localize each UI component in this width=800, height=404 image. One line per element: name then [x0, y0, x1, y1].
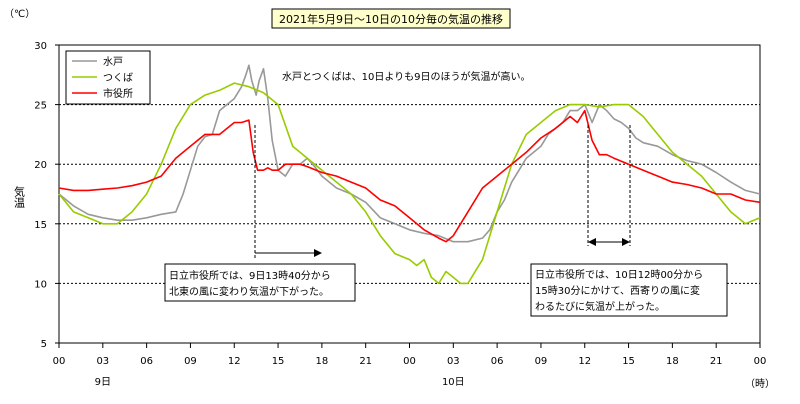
- arrowhead-9th: [314, 249, 322, 257]
- x-tick-label: 00: [754, 356, 767, 367]
- x-tick-label: 12: [228, 356, 241, 367]
- x-tick-label: 09: [184, 356, 197, 367]
- day-label-9: 9日: [95, 377, 111, 388]
- y-axis-label: 気温: [13, 185, 26, 208]
- annotation-right-line2: 15時30分にかけて、西寄りの風に変: [535, 284, 700, 297]
- y-tick-label: 5: [41, 339, 47, 350]
- title-box: [271, 8, 511, 29]
- annotation-top: 水戸とつくばは、10日よりも9日のほうが気温が高い。: [282, 70, 531, 83]
- series-line-tsukuba: [58, 82, 761, 285]
- x-tick-label: 15: [622, 356, 635, 367]
- y-tick-label: 10: [34, 279, 47, 290]
- annotation-left-line2: 北東の風に変わり気温が下がった。: [169, 285, 329, 298]
- x-tick-label: 21: [359, 356, 372, 367]
- x-tick-layer: 00 03 06 09 12 15 18 21 00 03 06 09 12 15 18 21 00: [53, 343, 767, 367]
- y-tick-label: 30: [34, 41, 47, 52]
- x-tick-label: 03: [96, 356, 109, 367]
- arrowhead-10th-right: [622, 238, 630, 246]
- annotation-box-right: [530, 263, 728, 317]
- x-tick-label: 09: [535, 356, 548, 367]
- legend-label-shiyakusho: 市役所: [103, 87, 133, 100]
- y-tick-label: 25: [34, 101, 47, 112]
- y-tick-label: 20: [34, 160, 47, 171]
- x-tick-label: 15: [272, 356, 285, 367]
- x-tick-label: 03: [447, 356, 460, 367]
- x-tick-label: 00: [403, 356, 416, 367]
- annotation-left-line1: 日立市役所では、9日13時40分から: [169, 269, 331, 282]
- annotation-right-line1: 日立市役所では、10日12時00分から: [535, 268, 703, 281]
- x-tick-label: 06: [491, 356, 504, 367]
- x-tick-label: 18: [316, 356, 329, 367]
- chart-title: 2021年5月9日～10日の10分毎の気温の推移: [279, 12, 503, 26]
- annotation-box-left: [164, 263, 356, 302]
- x-tick-label: 21: [710, 356, 723, 367]
- legend: 水戸 つくば 市役所: [65, 50, 151, 105]
- legend-label-tsukuba: つくば: [103, 72, 133, 84]
- series-line-mito: [58, 64, 761, 243]
- x-tick-label: 18: [666, 356, 679, 367]
- annotation-right-line3: わるたびに気温が上がった。: [535, 300, 665, 313]
- x-unit-label: （時）: [745, 378, 775, 390]
- x-tick-label: 12: [578, 356, 591, 367]
- y-unit-label: （℃）: [4, 8, 35, 20]
- y-tick-label: 15: [34, 220, 47, 231]
- series-line-shiyakusho: [58, 109, 761, 243]
- arrowhead-10th-left: [588, 238, 596, 246]
- x-tick-label: 00: [53, 356, 66, 367]
- series-layer: [58, 64, 761, 285]
- day-label-10: 10日: [442, 377, 465, 388]
- legend-label-mito: 水戸: [103, 56, 123, 68]
- x-tick-label: 06: [140, 356, 153, 367]
- y-tick-layer: 5 10 15 20 25 30: [34, 41, 59, 350]
